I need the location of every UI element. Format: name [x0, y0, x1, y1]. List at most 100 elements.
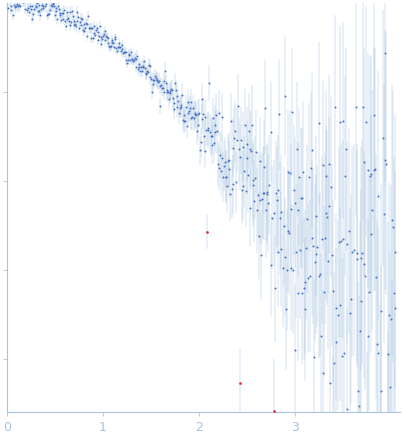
Point [105, 40, 112, 47]
Point [251, 198, 258, 205]
Point [220, 173, 226, 180]
Point [125, 56, 131, 63]
Point [369, 207, 375, 214]
Point [212, 129, 219, 136]
Point [363, 118, 369, 125]
Point [267, 128, 274, 135]
Point [153, 77, 160, 84]
Point [98, 34, 105, 41]
Point [158, 82, 164, 89]
Point [202, 148, 208, 155]
Point [201, 132, 207, 139]
Point [348, 296, 355, 303]
Point [31, 0, 38, 5]
Point [285, 227, 291, 234]
Point [328, 184, 334, 191]
Point [15, 3, 22, 10]
Point [167, 87, 174, 94]
Point [327, 380, 334, 387]
Point [177, 102, 184, 109]
Point [301, 305, 308, 312]
Point [312, 258, 318, 265]
Point [178, 104, 185, 111]
Point [277, 208, 284, 215]
Point [219, 114, 226, 121]
Point [91, 29, 97, 36]
Point [386, 311, 393, 318]
Point [135, 61, 142, 68]
Point [129, 55, 136, 62]
Point [73, 8, 80, 15]
Point [169, 86, 175, 93]
Point [274, 197, 280, 204]
Point [58, 16, 64, 23]
Point [291, 199, 298, 206]
Point [191, 115, 197, 122]
Point [99, 35, 106, 42]
Point [56, 10, 63, 17]
Point [107, 43, 113, 50]
Point [163, 86, 170, 93]
Point [236, 154, 243, 161]
Point [241, 168, 247, 175]
Point [368, 231, 374, 238]
Point [318, 333, 324, 340]
Point [289, 109, 295, 116]
Point [88, 35, 95, 42]
Point [204, 228, 210, 235]
Point [247, 205, 253, 212]
Point [10, 11, 16, 18]
Point [60, 9, 66, 16]
Point [255, 192, 262, 199]
Point [204, 125, 211, 132]
Point [85, 12, 91, 19]
Point [25, 0, 32, 4]
Point [305, 275, 311, 282]
Point [388, 316, 394, 323]
Point [162, 68, 168, 75]
Point [343, 146, 349, 153]
Point [78, 22, 85, 29]
Point [307, 273, 313, 280]
Point [52, 12, 58, 19]
Point [184, 98, 191, 105]
Point [152, 75, 159, 82]
Point [49, 3, 55, 10]
Point [122, 49, 128, 55]
Point [108, 38, 115, 45]
Point [70, 17, 77, 24]
Point [128, 48, 134, 55]
Point [156, 102, 163, 109]
Point [194, 111, 201, 118]
Point [112, 36, 118, 43]
Point [96, 32, 102, 39]
Point [298, 194, 305, 201]
Point [110, 39, 116, 46]
Point [46, 10, 53, 17]
Point [118, 45, 125, 52]
Point [286, 230, 293, 237]
Point [222, 173, 229, 180]
Point [309, 234, 316, 241]
Point [80, 28, 87, 35]
Point [259, 195, 265, 202]
Point [125, 52, 132, 59]
Point [312, 251, 319, 258]
Point [387, 383, 393, 390]
Point [268, 262, 274, 269]
Point [295, 289, 302, 296]
Point [381, 49, 388, 56]
Point [48, 2, 54, 9]
Point [228, 118, 234, 125]
Point [287, 264, 294, 271]
Point [258, 251, 264, 258]
Point [214, 128, 220, 135]
Point [373, 273, 379, 280]
Point [290, 267, 296, 274]
Point [365, 166, 372, 173]
Point [380, 211, 387, 218]
Point [234, 136, 241, 143]
Point [291, 186, 297, 193]
Point [188, 98, 195, 105]
Point [344, 405, 351, 412]
